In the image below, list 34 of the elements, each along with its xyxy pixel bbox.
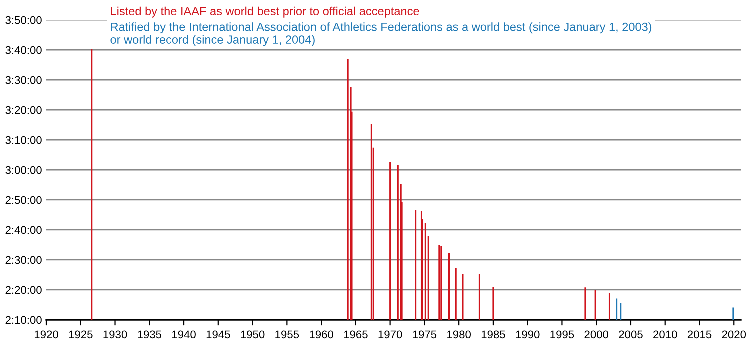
- x-tick-label: 1970: [378, 330, 402, 339]
- text: Listed by the IAAF as world best prior to official acceptance: [111, 6, 420, 18]
- y-tick-label: 2:10:00: [6, 316, 42, 324]
- x-tick-label: 2020: [722, 330, 746, 339]
- x-tick-label: 1980: [448, 330, 471, 339]
- x-tick-label: 1975: [413, 330, 437, 339]
- text: Ratified by the International Association of Athletics Federations as a world best (since January 1, 2003) or world record (since January 1, 2004): [110, 22, 652, 46]
- y-tick-label: 3:30:00: [6, 76, 42, 84]
- y-tick-label: 3:10:00: [6, 136, 42, 144]
- y-tick-label: 2:30:00: [6, 256, 42, 264]
- y-tick-label: 2:20:00: [6, 286, 42, 294]
- y-tick-label: 3:40:00: [6, 46, 42, 54]
- y-tick-label: 3:00:00: [6, 166, 42, 174]
- x-tick-label: 1945: [206, 330, 230, 339]
- y-tick-label: 2:50:00: [6, 196, 42, 204]
- x-tick-label: 2000: [584, 330, 609, 339]
- y-tick-label: 3:20:00: [6, 106, 42, 114]
- x-tick-label: 1995: [550, 330, 574, 339]
- x-tick-label: 1930: [104, 330, 128, 339]
- x-tick-label: 1925: [69, 330, 93, 339]
- x-tick-label: 1920: [34, 330, 58, 339]
- x-tick-label: 1955: [276, 330, 300, 339]
- x-tick-label: 1965: [344, 330, 368, 339]
- x-tick-label: 2010: [654, 330, 678, 339]
- x-tick-label: 1985: [482, 330, 506, 339]
- x-tick-label: 1950: [241, 330, 265, 339]
- x-tick-label: 2005: [619, 330, 643, 339]
- y-tick-label: 2:40:00: [6, 226, 42, 234]
- x-tick-label: 1935: [138, 330, 162, 339]
- x-tick-label: 1940: [172, 330, 196, 339]
- x-tick-label: 1990: [516, 330, 540, 339]
- x-tick-label: 2015: [688, 330, 712, 339]
- y-tick-label: 3:50:00: [6, 16, 42, 24]
- x-tick-label: 1960: [310, 330, 334, 339]
